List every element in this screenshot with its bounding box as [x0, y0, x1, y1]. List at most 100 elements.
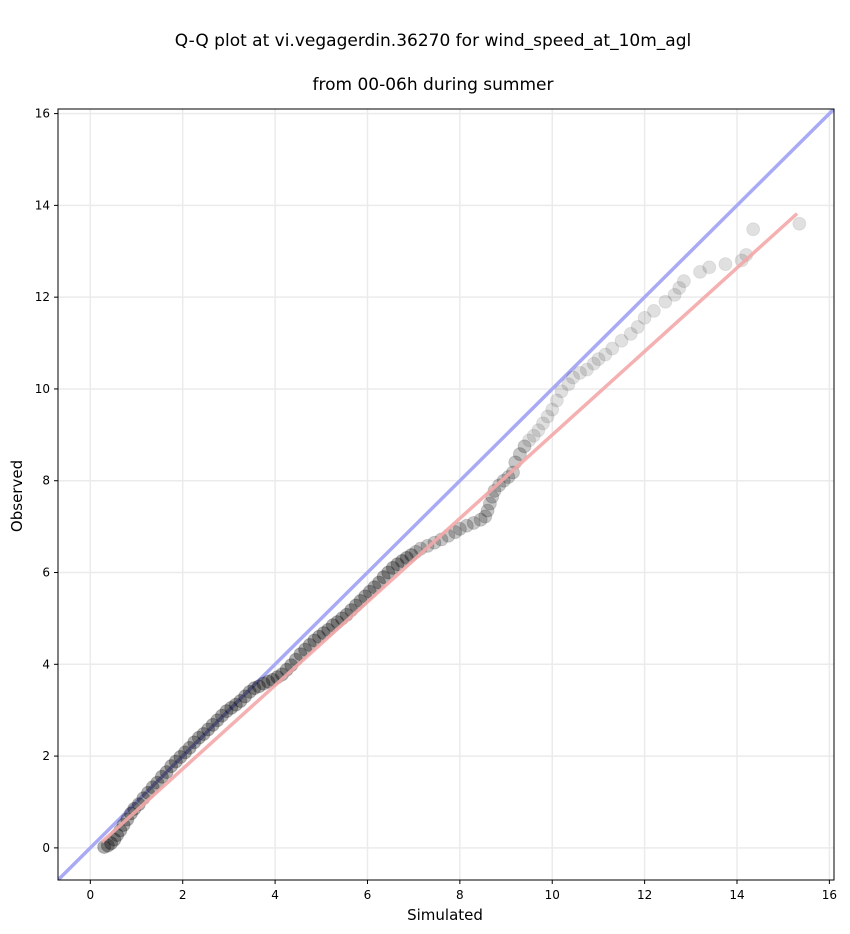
data-point — [512, 447, 527, 462]
data-point — [672, 280, 687, 295]
x-tick-label: 16 — [822, 888, 837, 902]
data-point — [381, 565, 396, 580]
data-point — [205, 717, 220, 732]
data-point — [614, 333, 629, 348]
data-point — [480, 503, 495, 518]
y-axis-ticks: 0 2 4 6 8 10 12 14 16 — [35, 107, 58, 855]
y-tick-label: 6 — [42, 566, 50, 580]
data-point — [718, 257, 733, 272]
data-point — [586, 356, 601, 371]
data-point — [228, 697, 243, 712]
data-point — [307, 633, 322, 648]
data-point — [526, 428, 541, 443]
data-point — [214, 708, 229, 723]
data-point — [478, 509, 493, 524]
data-point — [390, 557, 405, 572]
data-point — [522, 433, 537, 448]
data-point — [191, 730, 206, 745]
data-point — [104, 836, 119, 851]
data-point — [605, 341, 620, 356]
data-point — [173, 750, 188, 765]
data-point — [658, 294, 673, 309]
data-point — [100, 838, 115, 853]
chart-title-line-2: from 00-06h during summer — [312, 75, 554, 95]
data-point — [630, 319, 645, 334]
data-point — [554, 384, 569, 399]
x-tick-label: 8 — [456, 888, 464, 902]
x-axis-ticks: 0 2 4 6 8 10 12 14 16 — [87, 880, 837, 902]
data-point — [107, 832, 122, 847]
y-tick-label: 4 — [42, 657, 50, 671]
data-point — [150, 775, 165, 790]
data-point — [154, 769, 169, 784]
data-points — [97, 216, 807, 854]
reference-line — [58, 109, 834, 880]
data-point — [536, 416, 550, 431]
data-point — [792, 216, 807, 231]
data-point — [702, 260, 717, 275]
data-point — [251, 679, 266, 694]
data-point — [233, 694, 248, 709]
y-tick-label: 16 — [35, 107, 50, 121]
x-tick-label: 6 — [364, 888, 372, 902]
data-point — [196, 727, 211, 742]
chart-title-line-1: Q-Q plot at vi.vegagerdin.36270 for wind… — [174, 31, 692, 51]
data-point — [385, 560, 400, 575]
data-point — [646, 303, 661, 318]
data-point — [247, 681, 262, 696]
data-point — [376, 570, 391, 585]
data-point — [178, 745, 193, 760]
data-point — [201, 722, 216, 737]
data-point — [531, 423, 546, 438]
fit-line — [100, 212, 799, 844]
data-point — [242, 684, 257, 699]
data-point — [579, 362, 594, 377]
x-tick-label: 4 — [271, 888, 279, 902]
data-point — [311, 629, 326, 644]
data-point — [637, 310, 652, 325]
data-point — [598, 347, 613, 362]
data-point — [219, 704, 234, 719]
grid — [58, 109, 834, 880]
data-point — [182, 740, 197, 755]
data-point — [261, 674, 276, 689]
data-point — [591, 352, 606, 367]
data-point — [448, 525, 463, 540]
x-tick-label: 0 — [87, 888, 95, 902]
data-point — [473, 512, 488, 527]
data-point — [452, 521, 467, 536]
data-point — [545, 402, 560, 417]
data-point — [224, 700, 239, 715]
data-point — [395, 554, 410, 569]
x-tick-label: 14 — [729, 888, 744, 902]
data-point — [159, 765, 174, 780]
data-point — [561, 377, 576, 392]
data-point — [517, 439, 532, 454]
data-point — [676, 274, 691, 289]
y-tick-label: 10 — [35, 382, 50, 396]
x-tick-label: 10 — [545, 888, 560, 902]
y-axis-label: Observed — [8, 460, 26, 532]
data-point — [168, 754, 183, 769]
data-point — [302, 638, 317, 653]
data-point — [572, 365, 587, 380]
chart-title: Q-Q plot at vi.vegagerdin.36270 for wind… — [0, 8, 850, 118]
data-point — [238, 689, 253, 704]
x-tick-label: 12 — [637, 888, 652, 902]
data-point — [459, 518, 474, 533]
data-point — [693, 264, 708, 279]
y-tick-label: 2 — [42, 749, 50, 763]
data-point — [667, 287, 682, 302]
x-tick-label: 2 — [179, 888, 187, 902]
data-point — [734, 253, 749, 268]
x-axis-label: Simulated — [407, 906, 483, 924]
data-point — [540, 409, 555, 424]
y-tick-label: 12 — [35, 290, 50, 304]
data-point — [210, 713, 225, 728]
data-point — [164, 759, 179, 774]
y-tick-label: 14 — [35, 198, 50, 212]
data-point — [549, 393, 564, 408]
data-point — [466, 515, 481, 530]
